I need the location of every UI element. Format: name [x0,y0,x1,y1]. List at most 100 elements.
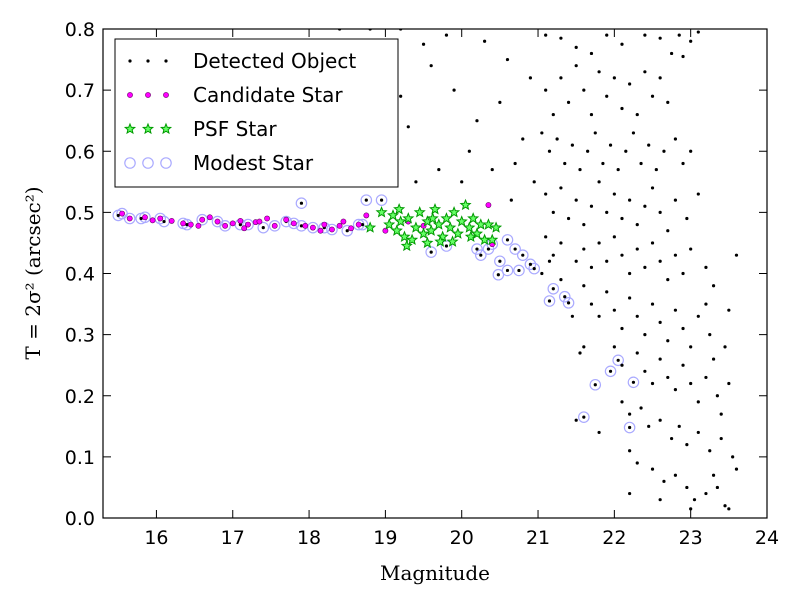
data-point [692,498,697,502]
data-point [731,455,735,459]
data-point [658,76,662,80]
data-point [628,491,632,496]
data-point [513,264,525,277]
data-point [635,351,639,355]
data-point [483,39,487,43]
data-point [704,491,708,496]
data-point [643,369,647,373]
data-point [375,194,388,206]
data-point [624,149,628,153]
data-point [455,215,468,227]
data-point [662,149,666,153]
data-point [562,297,575,309]
data-point [329,226,335,233]
data-point [288,217,300,230]
data-point [317,227,324,234]
data-point [586,149,590,153]
data-point [605,210,609,214]
data-point [309,224,316,231]
data-point [605,290,609,294]
data-point [326,223,338,236]
data-point [666,375,670,380]
data-point [444,221,457,233]
legend-marker [164,59,168,63]
data-point [582,88,586,92]
plot-area [112,29,739,511]
data-point [524,258,537,271]
data-point [444,33,449,37]
data-point [426,212,439,224]
data-point [605,259,609,263]
data-point [425,224,438,236]
data-point [482,218,495,230]
data-point [516,249,529,261]
data-point [196,213,209,226]
y-tick-label: 0.7 [65,80,95,102]
data-point [723,504,727,508]
data-point [574,418,578,422]
data-point [398,230,411,242]
data-point [574,259,578,263]
data-point [673,388,678,392]
data-point [685,443,689,447]
data-point [119,210,125,217]
data-point [628,425,632,430]
data-point [635,461,639,465]
data-point [513,161,517,166]
data-point [566,301,571,305]
data-point [551,253,555,257]
data-point [459,198,472,211]
data-point [478,233,491,246]
data-point [734,253,739,257]
data-point [589,112,594,117]
data-point [222,222,229,229]
data-point [574,45,578,49]
x-axis-label: Magnitude [380,561,490,585]
data-point [199,216,206,223]
data-point [400,239,413,252]
data-point [242,218,254,231]
data-point [379,198,384,202]
y-tick-label: 0.1 [65,447,95,469]
data-point [509,243,521,255]
data-point [501,264,514,277]
data-point [363,212,370,219]
data-point [677,33,681,37]
data-point [544,33,548,37]
data-point [597,180,601,184]
data-point [345,229,349,233]
data-point [628,449,632,453]
data-point [639,406,643,410]
data-point [681,363,685,367]
data-point [719,412,723,416]
data-point [505,57,510,62]
legend-entry-detected-object: Detected Object [128,49,356,73]
data-point [513,247,517,251]
data-point [727,381,731,386]
data-point [195,222,202,229]
data-point [528,262,541,275]
data-point [494,255,506,268]
data-point [257,221,270,234]
data-point [505,238,510,242]
data-point [521,137,525,141]
data-point [612,308,616,312]
legend-marker [160,157,172,169]
data-point [658,259,662,263]
data-point [446,235,459,247]
data-point [264,215,270,222]
data-point [187,221,194,228]
data-point [616,167,620,172]
series-candidate-star [119,202,496,248]
data-point [434,235,447,247]
data-point [547,282,560,295]
data-point [643,265,647,269]
data-point [485,202,492,208]
data-point [517,268,521,273]
data-point [666,100,670,104]
data-point [658,498,662,502]
data-point [280,215,292,228]
data-point [414,180,418,184]
data-point [544,88,548,92]
data-point [597,241,601,245]
